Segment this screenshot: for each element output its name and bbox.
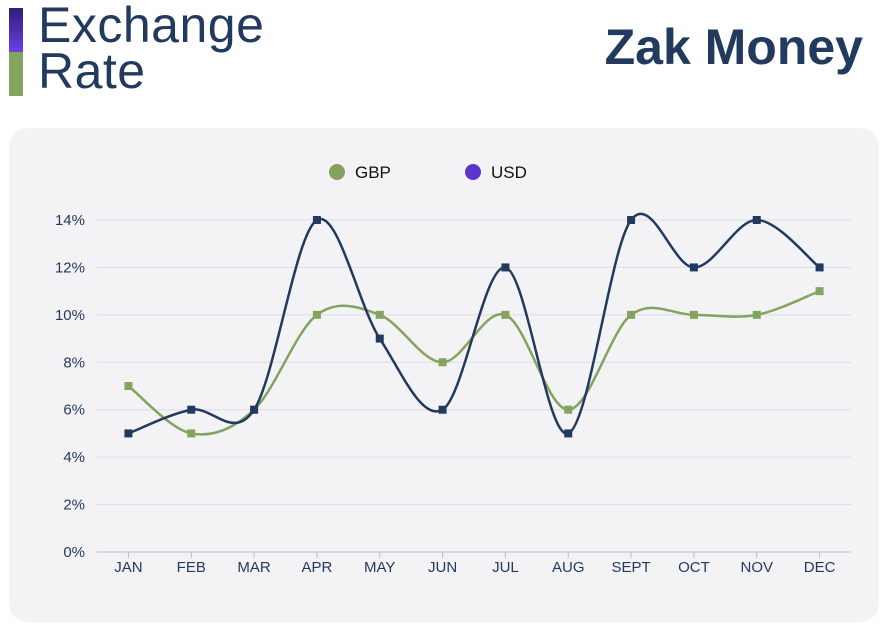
usd-data-point [689,263,698,272]
gbp-data-point [627,310,636,319]
usd-series-line [127,212,821,435]
chart-card: 0% 2% 4% 6% 8% 10% 12% 14% JAN FEB MAR APR MAY JUN JUL… [9,128,879,622]
brand-name: Zak Money [604,19,863,75]
page-title: Exchange Rate [38,0,265,99]
page-title-line1: Exchange [38,0,265,53]
usd-data-point [438,405,447,414]
gbp-data-point [689,310,698,319]
x-tick-label: MAR [237,559,271,576]
usd-data-point [815,263,824,272]
y-tick-label: 8% [63,354,85,371]
gbp-data-point [501,310,510,319]
x-tick-label: DEC [804,559,836,576]
x-tick-label: NOV [740,559,773,576]
accent-bar-green [9,52,23,96]
x-tick-label: MAY [364,559,395,576]
usd-data-point [124,429,133,438]
gbp-data-point [564,405,573,414]
gbp-data-point [124,382,133,390]
x-tick-label: JUL [492,559,519,576]
gbp-data-point [375,310,384,319]
gbp-data-point [187,429,196,438]
gbp-legend-label: GBP [355,163,391,182]
usd-data-point [752,216,761,224]
gbp-data-point [752,310,761,319]
x-tick-label: SEPT [611,559,650,576]
gbp-data-point [815,287,824,296]
x-tick-label: APR [301,559,332,576]
gbp-data-point [438,358,447,367]
page-title-line2: Rate [38,43,146,99]
y-tick-label: 4% [63,449,85,466]
x-tick-label: JAN [114,559,142,576]
gbp-legend-marker [329,164,345,180]
y-tick-label: 14% [55,212,85,229]
exchange-rate-chart: 0% 2% 4% 6% 8% 10% 12% 14% JAN FEB MAR APR MAY JUN JUL… [55,163,851,576]
usd-legend-marker [465,164,481,180]
x-tick-label: FEB [177,559,206,576]
x-tick-label: JUN [428,559,457,576]
y-tick-label: 12% [55,259,85,276]
usd-data-point [375,334,384,343]
usd-data-point [564,429,573,438]
y-tick-label: 6% [63,402,85,419]
usd-data-point [312,216,321,224]
usd-data-point [501,263,510,272]
y-tick-label: 10% [55,307,85,324]
gbp-data-point [312,310,321,319]
usd-data-point [627,216,636,224]
x-tick-label: OCT [678,559,710,576]
usd-data-point [187,405,196,414]
x-tick-label: AUG [552,559,585,576]
y-tick-label: 2% [63,497,85,514]
usd-legend-label: USD [491,163,527,182]
usd-data-point [250,405,259,414]
y-tick-label: 0% [63,544,85,561]
accent-bar-purple [9,8,23,52]
